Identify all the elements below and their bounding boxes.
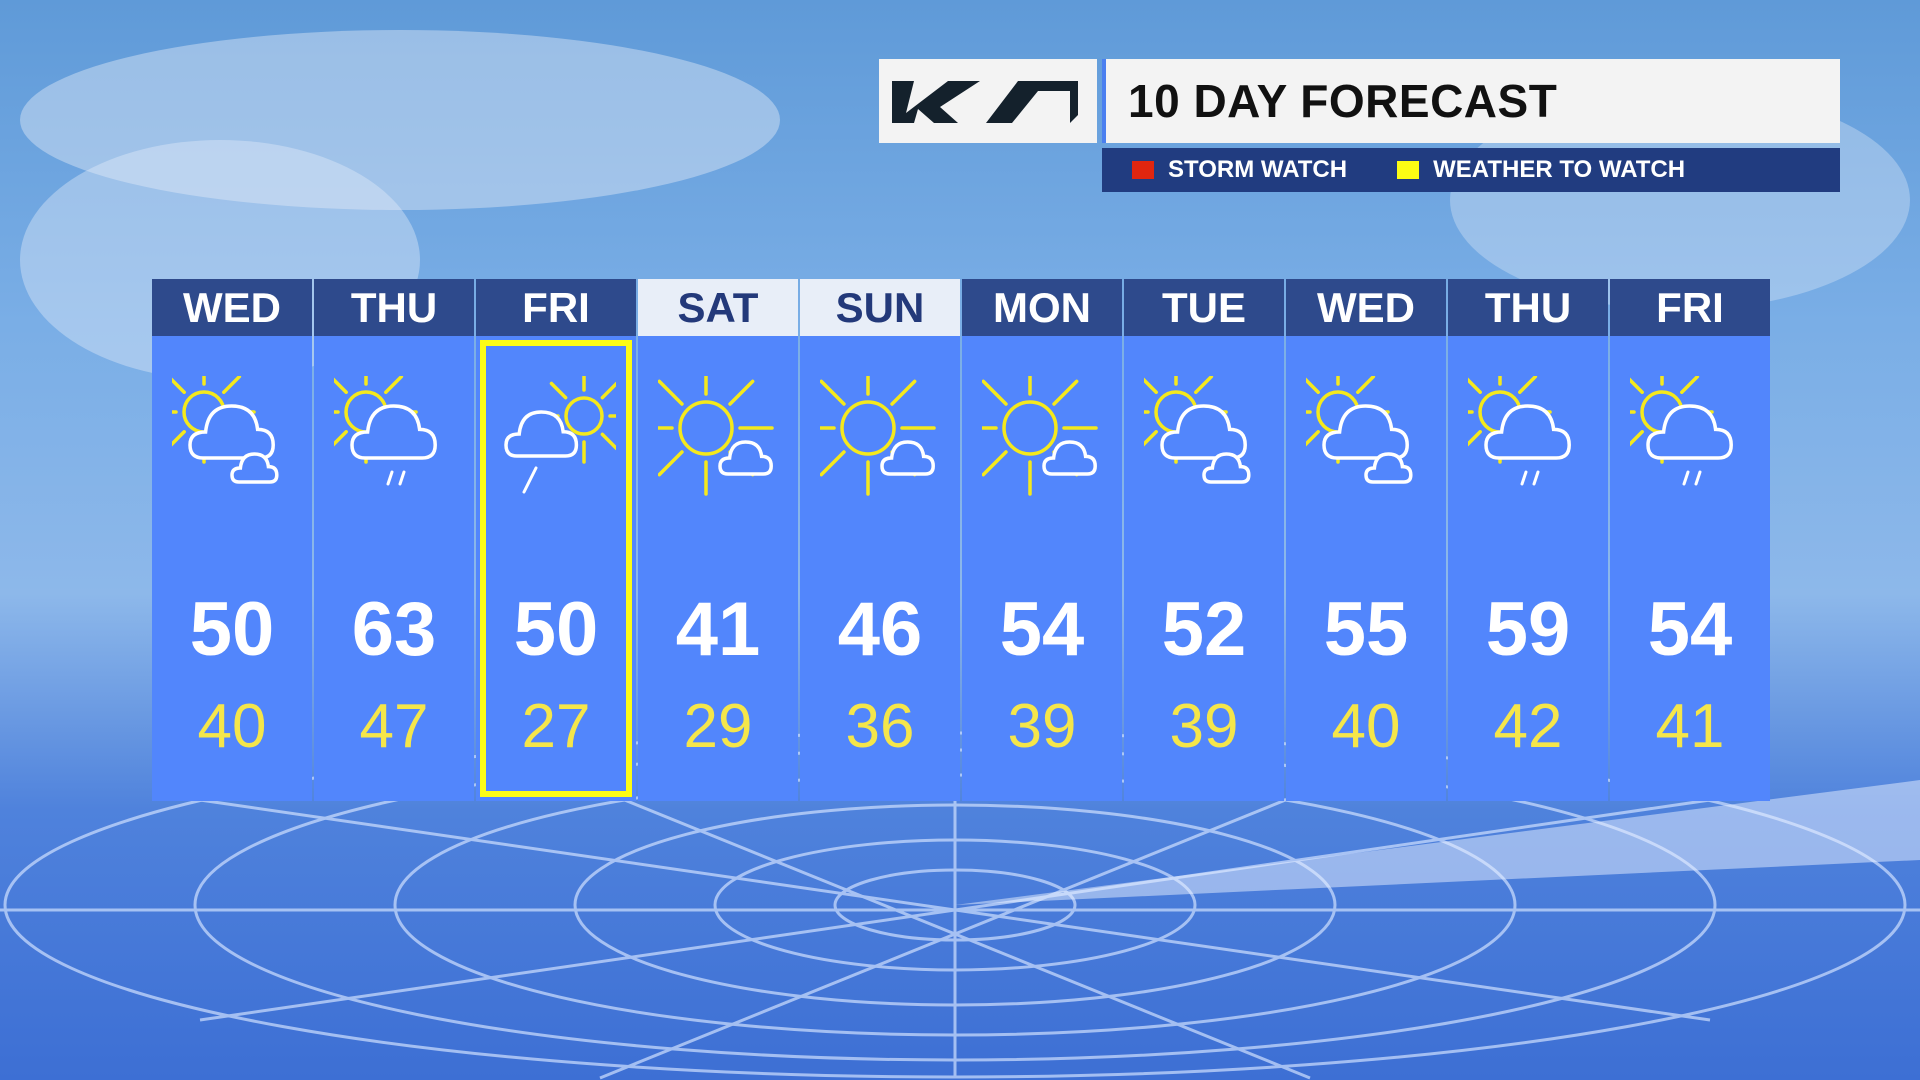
high-temp: 46 bbox=[837, 587, 923, 672]
mostly-sunny-icon bbox=[820, 376, 936, 496]
day-body: 54 41 bbox=[1610, 336, 1770, 801]
day-column: THU 59 42 bbox=[1448, 279, 1608, 801]
day-label: WED bbox=[1286, 279, 1446, 336]
cloudy-sun-rain-icon bbox=[504, 376, 616, 494]
weather-to-watch-label: WEATHER TO WATCH bbox=[1433, 156, 1686, 183]
kia-logo bbox=[879, 59, 1097, 143]
day-body: 59 42 bbox=[1448, 336, 1608, 801]
day-column: FRI 50 27 bbox=[476, 279, 636, 801]
day-label: FRI bbox=[476, 279, 636, 336]
low-temp: 40 bbox=[197, 692, 267, 761]
partly-cloudy-rain-icon bbox=[1468, 376, 1571, 486]
kia-logo-mark bbox=[892, 81, 1078, 123]
forecast-title: 10 DAY FORECAST bbox=[1128, 75, 1558, 127]
day-body: 50 40 bbox=[152, 336, 312, 801]
partly-cloudy-drizzle-icon bbox=[1630, 376, 1733, 486]
day-column: FRI 54 41 bbox=[1610, 279, 1770, 801]
storm-watch-swatch bbox=[1132, 161, 1154, 179]
mostly-sunny-icon bbox=[982, 376, 1098, 496]
day-body: 41 29 bbox=[638, 336, 798, 801]
high-temp: 59 bbox=[1485, 587, 1571, 672]
mostly-sunny-icon bbox=[658, 376, 774, 496]
day-label: THU bbox=[314, 279, 474, 336]
low-temp: 39 bbox=[1007, 692, 1077, 761]
high-temp: 54 bbox=[1647, 587, 1733, 672]
low-temp: 29 bbox=[683, 692, 753, 761]
day-label: WED bbox=[152, 279, 312, 336]
storm-watch-label: STORM WATCH bbox=[1168, 156, 1348, 183]
day-body: 52 39 bbox=[1124, 336, 1284, 801]
day-label: SUN bbox=[800, 279, 960, 336]
low-temp: 39 bbox=[1169, 692, 1239, 761]
forecast-grid: WED 50 40 THU 63 47 FRI 50 27 SAT 41 29 … bbox=[152, 279, 1770, 801]
partly-cloudy-icon bbox=[1306, 376, 1413, 484]
forecast-title-box: 10 DAY FORECAST bbox=[1102, 59, 1840, 143]
partly-cloudy-showers-icon bbox=[334, 376, 437, 486]
weather-to-watch-swatch bbox=[1397, 161, 1420, 179]
low-temp: 40 bbox=[1331, 692, 1401, 761]
day-label: FRI bbox=[1610, 279, 1770, 336]
day-column: WED 55 40 bbox=[1286, 279, 1446, 801]
low-temp: 47 bbox=[359, 692, 429, 761]
high-temp: 63 bbox=[351, 587, 437, 672]
highlighted-day-body: 50 27 bbox=[476, 336, 636, 801]
legend-bar: STORM WATCH WEATHER TO WATCH bbox=[1102, 148, 1840, 192]
low-temp: 36 bbox=[845, 692, 915, 761]
day-column: MON 54 39 bbox=[962, 279, 1122, 801]
day-body: 46 36 bbox=[800, 336, 960, 801]
high-temp: 54 bbox=[999, 587, 1085, 672]
day-column: TUE 52 39 bbox=[1124, 279, 1284, 801]
high-temp: 41 bbox=[675, 587, 761, 672]
day-body: 63 47 bbox=[314, 336, 474, 801]
day-column: WED 50 40 bbox=[152, 279, 312, 801]
high-temp: 52 bbox=[1161, 587, 1247, 672]
day-column: SUN 46 36 bbox=[800, 279, 960, 801]
low-temp: 42 bbox=[1493, 692, 1563, 761]
low-temp: 41 bbox=[1655, 692, 1725, 761]
partly-cloudy-icon bbox=[172, 376, 279, 484]
high-temp: 50 bbox=[189, 587, 275, 672]
day-label: THU bbox=[1448, 279, 1608, 336]
high-temp: 55 bbox=[1323, 587, 1409, 672]
high-temp: 50 bbox=[513, 587, 599, 672]
partly-cloudy-icon bbox=[1144, 376, 1251, 484]
day-label: MON bbox=[962, 279, 1122, 336]
day-label: SAT bbox=[638, 279, 798, 336]
low-temp: 27 bbox=[521, 692, 591, 761]
day-body: 54 39 bbox=[962, 336, 1122, 801]
day-column: THU 63 47 bbox=[314, 279, 474, 801]
day-label: TUE bbox=[1124, 279, 1284, 336]
day-column: SAT 41 29 bbox=[638, 279, 798, 801]
day-body: 55 40 bbox=[1286, 336, 1446, 801]
